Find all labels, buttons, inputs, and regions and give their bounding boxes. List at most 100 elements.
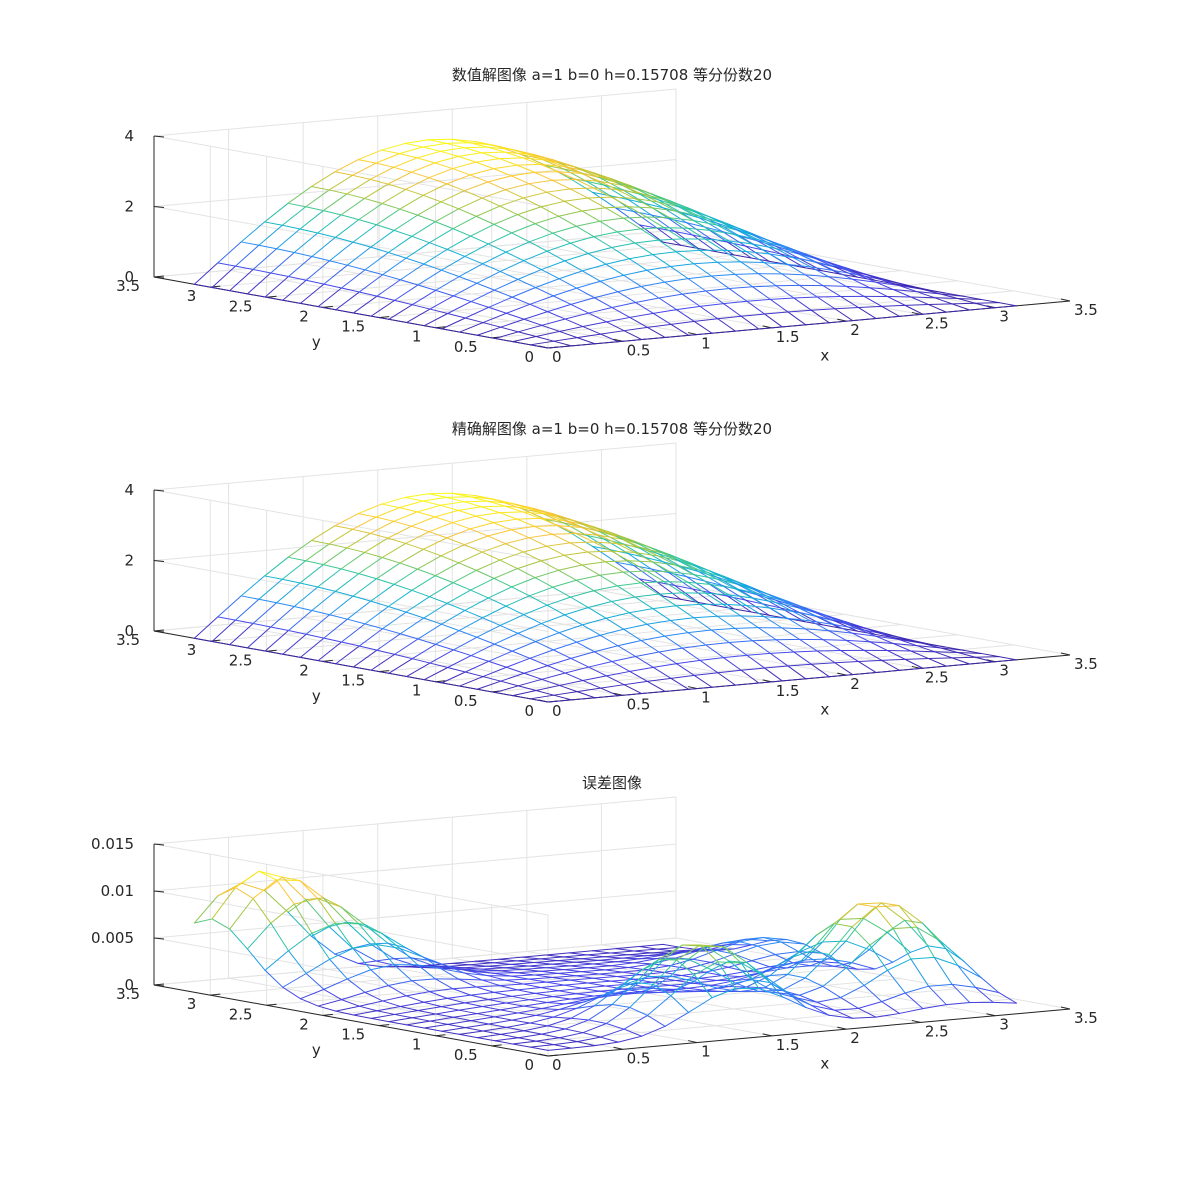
mesh-segment (440, 147, 465, 152)
mesh-segment (669, 265, 689, 280)
mesh-segment (633, 957, 659, 964)
mesh-segment (792, 960, 817, 964)
mesh-segment (616, 976, 636, 980)
mesh-segment (381, 188, 407, 204)
mesh-segment (475, 161, 495, 170)
mesh-segment (669, 217, 689, 229)
mesh-segment (845, 639, 865, 651)
mesh-segment (335, 645, 360, 665)
mesh-segment (264, 202, 289, 223)
mesh-segment (510, 961, 535, 965)
mesh-segment (851, 632, 877, 637)
mesh-segment (857, 274, 877, 283)
y-tick-label: 2 (299, 307, 309, 325)
mesh-segment (610, 978, 636, 982)
mesh-segment (563, 554, 583, 566)
mesh-segment (451, 492, 476, 497)
mesh-segment (656, 581, 676, 586)
mesh-segment (234, 887, 254, 899)
mesh-segment (916, 291, 941, 295)
mesh-segment (704, 238, 724, 251)
mesh-segment (405, 188, 424, 196)
mesh-segment (681, 989, 706, 993)
mesh-segment (640, 989, 665, 993)
mesh-segment (928, 658, 947, 667)
mesh-segment (452, 515, 477, 524)
mesh-segment (781, 627, 806, 630)
mesh-segment (693, 263, 713, 277)
mesh-segment (528, 586, 554, 597)
mesh-segment (640, 640, 660, 653)
mesh-segment (452, 282, 478, 297)
mesh-segment (522, 157, 547, 161)
mesh-segment (680, 566, 700, 573)
mesh-segment (393, 166, 412, 173)
mesh-segment (711, 684, 736, 688)
mesh-segment (922, 1004, 947, 1010)
x-tick-label: 2.5 (925, 668, 949, 686)
mesh-segment (494, 1012, 519, 1018)
mesh-segment (570, 697, 596, 701)
mesh-segment (533, 960, 559, 963)
mesh-segment (323, 988, 343, 1001)
mesh-segment (734, 982, 759, 992)
mesh-segment (557, 171, 577, 180)
mesh-segment (640, 286, 660, 299)
y-tick-label: 3 (187, 641, 197, 659)
mesh-segment (539, 956, 564, 960)
mesh-segment (511, 641, 537, 652)
mesh-segment (458, 197, 483, 210)
mesh-segment (375, 208, 401, 226)
mesh-segment (599, 987, 619, 998)
mesh-segment (615, 945, 640, 950)
mesh-segment (334, 953, 359, 964)
x-tick-label: 0 (552, 348, 562, 366)
mesh-segment (434, 575, 454, 584)
mesh-segment (705, 945, 730, 962)
mesh-segment (394, 653, 413, 660)
mesh-segment (834, 1007, 859, 1011)
mesh-segment (581, 617, 607, 626)
mesh-segment (417, 964, 436, 980)
mesh-segment (570, 657, 590, 668)
mesh-segment (369, 942, 389, 945)
y-tick-label: 0 (524, 1056, 534, 1074)
mesh-segment (668, 218, 694, 236)
y-tick-label: 2.5 (229, 651, 253, 669)
mesh-segment (270, 252, 295, 274)
mesh-segment (511, 995, 530, 1001)
mesh-segment (481, 505, 506, 508)
mesh-segment (470, 589, 489, 599)
mesh-segment (517, 331, 537, 337)
grid-line (379, 270, 902, 319)
mesh-segment (564, 614, 583, 626)
mesh-segment (957, 964, 982, 979)
mesh-segment (922, 665, 947, 669)
mesh-segment (487, 535, 507, 545)
mesh-segment (399, 1001, 425, 1007)
x-tick-label: 0 (552, 702, 562, 720)
mesh-segment (792, 257, 812, 268)
mesh-segment (558, 215, 577, 227)
mesh-segment (628, 206, 653, 209)
mesh-segment (317, 660, 337, 665)
mesh-segment (540, 984, 565, 988)
mesh-segment (633, 948, 658, 952)
mesh-segment (728, 960, 754, 981)
mesh-segment (663, 581, 689, 583)
mesh-segment (546, 596, 572, 606)
mesh-segment (616, 974, 641, 977)
mesh-segment (452, 988, 472, 996)
mesh-segment (628, 258, 648, 271)
mesh-segment (482, 251, 507, 265)
mesh-segment (592, 545, 617, 563)
mesh-segment (586, 965, 612, 969)
mesh-segment (410, 957, 430, 961)
mesh-segment (787, 263, 812, 268)
mesh-segment (394, 284, 419, 301)
mesh-segment (734, 233, 759, 241)
mesh-segment (828, 954, 847, 969)
mesh-segment (575, 220, 601, 227)
mesh-segment (857, 306, 877, 319)
